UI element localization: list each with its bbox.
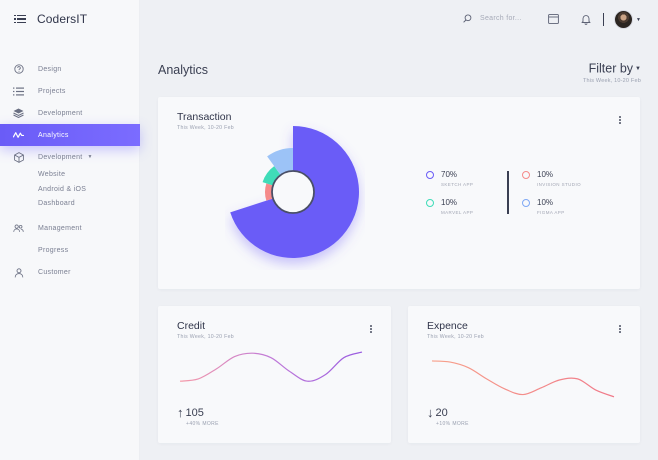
sidebar-item-label: Management xyxy=(38,225,82,232)
search-input[interactable]: Search for... xyxy=(480,15,522,22)
sidebar-item-label: Customer xyxy=(38,269,71,276)
credit-card: Credit This Week, 10-20 Feb ↑ 105 +40% M… xyxy=(158,306,391,443)
legend-item: 10% INVISION STUDIO xyxy=(522,170,581,187)
cube-icon xyxy=(13,151,24,163)
credit-stat: ↑ 105 xyxy=(177,405,204,420)
caret-down-icon[interactable]: ▼ xyxy=(636,17,641,23)
sidebar-item-label: Projects xyxy=(38,87,66,95)
subnav-item-dashboard[interactable]: Dashboard xyxy=(38,200,75,207)
page-title: Analytics xyxy=(158,63,209,77)
caret-down-icon: ▼ xyxy=(635,65,641,72)
sidebar-item-label: Analytics xyxy=(38,131,69,139)
card-title: Credit xyxy=(177,320,206,332)
filter-dropdown[interactable]: Filter by ▼ This Week, 10-20 Feb xyxy=(583,61,641,84)
sidebar-item-development[interactable]: Development xyxy=(0,102,140,124)
legend-label: MARVEL APP xyxy=(441,210,474,215)
subnav-item-android-ios[interactable]: Android & iOS xyxy=(38,185,87,193)
donut-slice-figma-app xyxy=(267,148,293,176)
legend-value: 10% xyxy=(441,198,458,207)
sidebar-item-customer[interactable]: Customer xyxy=(0,262,140,284)
activity-icon xyxy=(13,130,24,141)
expence-stat: ↓ 20 xyxy=(427,405,448,420)
topbar-divider xyxy=(603,13,604,26)
donut-slice-sketch-app xyxy=(230,126,359,258)
expence-line-chart xyxy=(431,360,615,398)
sidebar: CodersIT Design Projects Development Ana… xyxy=(0,0,140,460)
transaction-card: Transaction This Week, 10-20 Feb xyxy=(158,97,640,289)
legend-label: INVISION STUDIO xyxy=(537,182,582,187)
transaction-donut-chart xyxy=(230,126,359,258)
sidebar-item-progress[interactable]: Progress xyxy=(0,240,140,262)
credit-line xyxy=(179,351,363,382)
expence-value: 20 xyxy=(435,407,448,419)
sidebar-item-label: Progress xyxy=(38,247,69,254)
brand: CodersIT xyxy=(14,12,87,26)
donut-slice-invision-studio xyxy=(265,183,274,201)
sidebar-nav: Design Projects Development Analytics De… xyxy=(0,58,140,284)
card-subtitle: This Week, 10-20 Feb xyxy=(177,125,234,131)
legend-dot xyxy=(426,171,434,179)
arrow-up-icon: ↑ xyxy=(177,405,184,420)
sidebar-item-analytics[interactable]: Analytics xyxy=(0,124,140,146)
search-bar[interactable]: Search for... xyxy=(463,14,522,23)
subnav-item-website[interactable]: Website xyxy=(38,171,66,178)
card-title: Transaction xyxy=(177,111,232,123)
credit-value: 105 xyxy=(185,407,204,419)
list-icon xyxy=(13,86,24,97)
credit-line-chart xyxy=(179,351,363,382)
more-options-icon[interactable] xyxy=(619,116,621,124)
more-options-icon[interactable] xyxy=(619,325,621,333)
card-subtitle: This Week, 10-20 Feb xyxy=(177,334,234,340)
sidebar-item-design[interactable]: Design xyxy=(0,58,140,80)
legend-item: 70% SKETCH APP xyxy=(426,170,473,187)
donut-slice-marvel-app xyxy=(262,166,281,186)
bell-icon[interactable] xyxy=(581,14,591,25)
credit-more: +40% MORE xyxy=(186,421,219,427)
menu-icon[interactable] xyxy=(14,14,26,24)
filter-subtitle: This Week, 10-20 Feb xyxy=(582,77,641,84)
sidebar-item-label: Development xyxy=(38,109,83,117)
layers-icon xyxy=(13,108,24,119)
window-icon[interactable] xyxy=(548,14,559,24)
sidebar-item-management[interactable]: Management xyxy=(0,218,140,240)
app-title: CodersIT xyxy=(37,12,88,26)
sidebar-item-projects[interactable]: Projects xyxy=(0,80,140,102)
legend-label: SKETCH APP xyxy=(441,182,474,187)
sidebar-item-development-group[interactable]: Development ▼ xyxy=(0,146,140,168)
search-icon xyxy=(463,14,472,23)
legend-dot xyxy=(426,199,434,207)
legend-item: 10% FIGMA APP xyxy=(522,198,565,215)
card-title: Expence xyxy=(427,320,468,332)
users-icon xyxy=(13,223,24,234)
expence-line xyxy=(431,360,615,398)
filter-label[interactable]: Filter by xyxy=(588,61,634,76)
avatar[interactable] xyxy=(614,10,633,29)
legend-dot xyxy=(522,199,530,207)
user-icon xyxy=(13,267,24,278)
legend-value: 70% xyxy=(441,170,458,179)
legend-divider xyxy=(507,171,509,214)
legend-value: 10% xyxy=(537,198,554,207)
sidebar-item-label: Design xyxy=(38,65,62,73)
more-options-icon[interactable] xyxy=(370,325,372,333)
sidebar-subnav: Website Android & iOS Dashboard xyxy=(0,168,140,212)
legend-value: 10% xyxy=(537,170,554,179)
caret-down-icon: ▼ xyxy=(87,154,93,160)
expence-more: +10% MORE xyxy=(436,421,469,427)
expence-card: Expence This Week, 10-20 Feb ↓ 20 +10% M… xyxy=(408,306,640,443)
donut-hole xyxy=(271,170,315,214)
help-circle-icon xyxy=(13,64,24,75)
card-subtitle: This Week, 10-20 Feb xyxy=(427,334,484,340)
legend-item: 10% MARVEL APP xyxy=(426,198,473,215)
sidebar-item-label: Development xyxy=(38,153,83,161)
legend-label: FIGMA APP xyxy=(537,210,565,215)
legend-dot xyxy=(522,171,530,179)
arrow-down-icon: ↓ xyxy=(427,405,434,420)
